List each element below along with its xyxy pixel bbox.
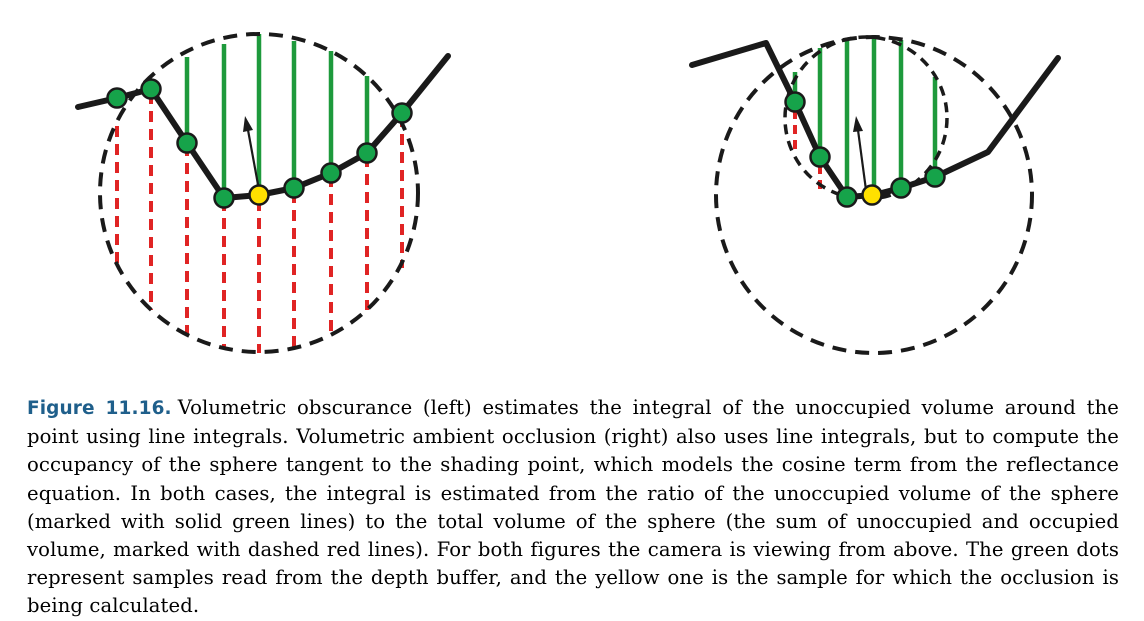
right-sample-dots bbox=[784, 91, 946, 208]
right-large-sphere bbox=[714, 35, 1034, 355]
sample-dot bbox=[176, 132, 198, 154]
left-occupied-lines bbox=[115, 93, 404, 353]
left-sample-dots bbox=[106, 78, 413, 209]
sample-dot bbox=[356, 142, 378, 164]
sample-dot bbox=[391, 102, 413, 124]
left-diagram bbox=[75, 32, 451, 354]
sample-dot bbox=[106, 87, 128, 109]
figure-illustration bbox=[75, 32, 1061, 355]
left-shading-point bbox=[248, 184, 270, 206]
left-unoccupied-lines bbox=[184, 34, 370, 195]
sample-dot bbox=[140, 78, 162, 100]
sample-dot bbox=[320, 162, 342, 184]
right-tangent-sphere bbox=[783, 35, 949, 201]
left-surface bbox=[75, 53, 451, 201]
figure-label: Figure 11.16. bbox=[27, 398, 172, 419]
figure-caption: Figure 11.16. Volumetric obscurance (left… bbox=[27, 394, 1119, 621]
sample-dot bbox=[213, 187, 235, 209]
left-sphere bbox=[98, 32, 420, 354]
sample-dot bbox=[784, 91, 806, 113]
sample-dot bbox=[836, 186, 858, 208]
sample-dot bbox=[924, 166, 946, 188]
caption-text: Volumetric obscurance (left) estimates t… bbox=[27, 396, 1119, 618]
right-normal-arrow bbox=[853, 116, 868, 191]
sample-dot bbox=[809, 146, 831, 168]
right-surface bbox=[689, 40, 1061, 200]
sample-dot bbox=[283, 177, 305, 199]
right-shading-point bbox=[861, 184, 883, 206]
right-diagram bbox=[689, 35, 1061, 355]
sample-dot bbox=[890, 177, 912, 199]
right-unoccupied-lines bbox=[792, 35, 938, 192]
left-normal-arrow bbox=[243, 116, 261, 191]
